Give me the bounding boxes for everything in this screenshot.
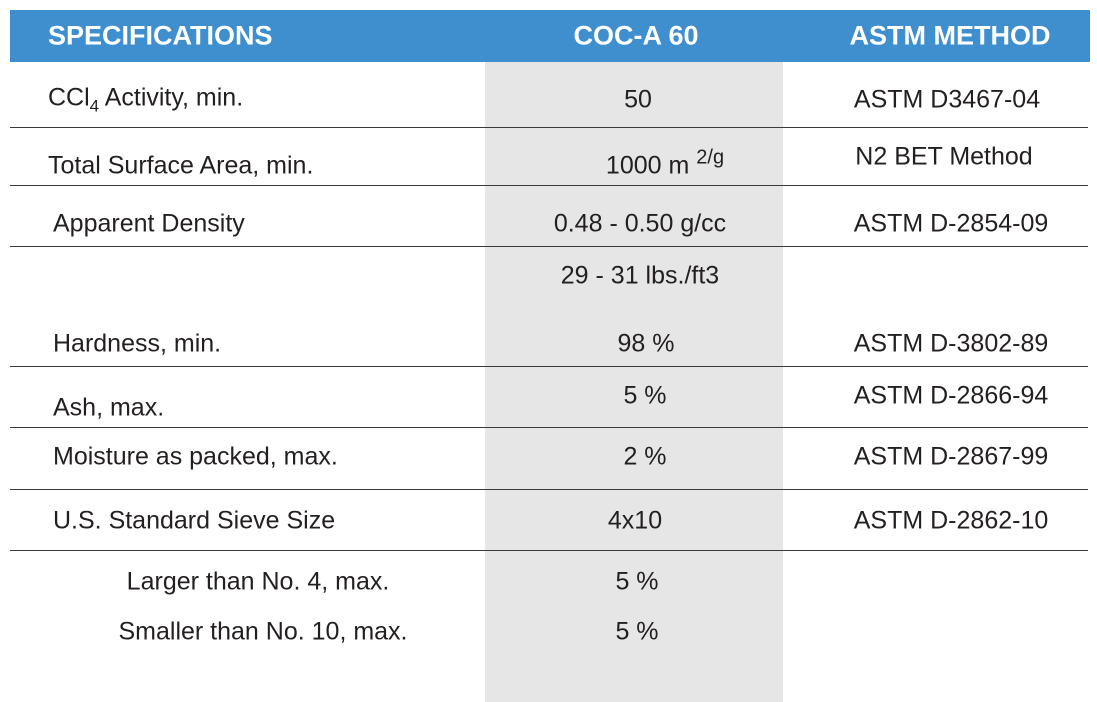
spec-cell: Hardness, min. xyxy=(53,329,222,358)
spec-cell: Moisture as packed, max. xyxy=(53,442,338,471)
value-cell: 4x10 xyxy=(607,506,663,535)
value-cell: 98 % xyxy=(617,329,675,358)
row-rule xyxy=(10,127,1088,128)
header-cell: ASTM METHOD xyxy=(849,20,1051,51)
method-cell: ASTM D-3802-89 xyxy=(853,329,1049,358)
row-rule xyxy=(10,246,1088,247)
row-rule xyxy=(10,185,1088,186)
spec-cell-part: CCl xyxy=(48,83,90,112)
method-cell: ASTM D-2854-09 xyxy=(853,209,1049,238)
header-cell: SPECIFICATIONS xyxy=(48,20,273,51)
value-column-shade xyxy=(485,62,783,702)
spec-cell: Ash, max. xyxy=(53,393,165,422)
value-cell: 5 % xyxy=(615,567,659,596)
value-cell: 5 % xyxy=(623,381,667,410)
method-cell: ASTM D-2867-99 xyxy=(853,442,1049,471)
spec-cell: CCl4 Activity, min. xyxy=(48,83,244,116)
method-cell: ASTM D-2862-10 xyxy=(853,506,1049,535)
method-cell: ASTM D-2866-94 xyxy=(853,381,1049,410)
row-rule xyxy=(10,427,1088,428)
header-cell: COC-A 60 xyxy=(573,20,699,51)
value-cell: 1000 m 2/g xyxy=(606,148,724,179)
spec-cell: Larger than No. 4, max. xyxy=(126,567,390,596)
method-cell: ASTM D3467-04 xyxy=(853,85,1041,114)
spec-cell: Apparent Density xyxy=(53,209,245,238)
value-cell: 5 % xyxy=(615,617,659,646)
spec-cell: Smaller than No. 10, max. xyxy=(118,617,408,646)
value-cell-part: 1000 m xyxy=(605,151,697,180)
spec-cell: U.S. Standard Sieve Size xyxy=(53,506,336,535)
spec-cell-part: 4 xyxy=(89,96,100,116)
spec-cell: Total Surface Area, min. xyxy=(48,151,314,180)
method-cell: N2 BET Method xyxy=(855,142,1033,171)
value-cell: 50 xyxy=(624,85,652,114)
row-rule xyxy=(10,550,1088,551)
value-cell-part: 2/g xyxy=(696,146,725,169)
value-cell: 2 % xyxy=(623,442,667,471)
spec-cell-part: Activity, min. xyxy=(99,83,244,112)
value-cell: 0.48 - 0.50 g/cc xyxy=(553,209,727,238)
header-bar xyxy=(10,10,1090,62)
row-rule xyxy=(10,366,1088,367)
value-cell: 29 - 31 lbs./ft3 xyxy=(560,261,720,290)
row-rule xyxy=(10,489,1088,490)
